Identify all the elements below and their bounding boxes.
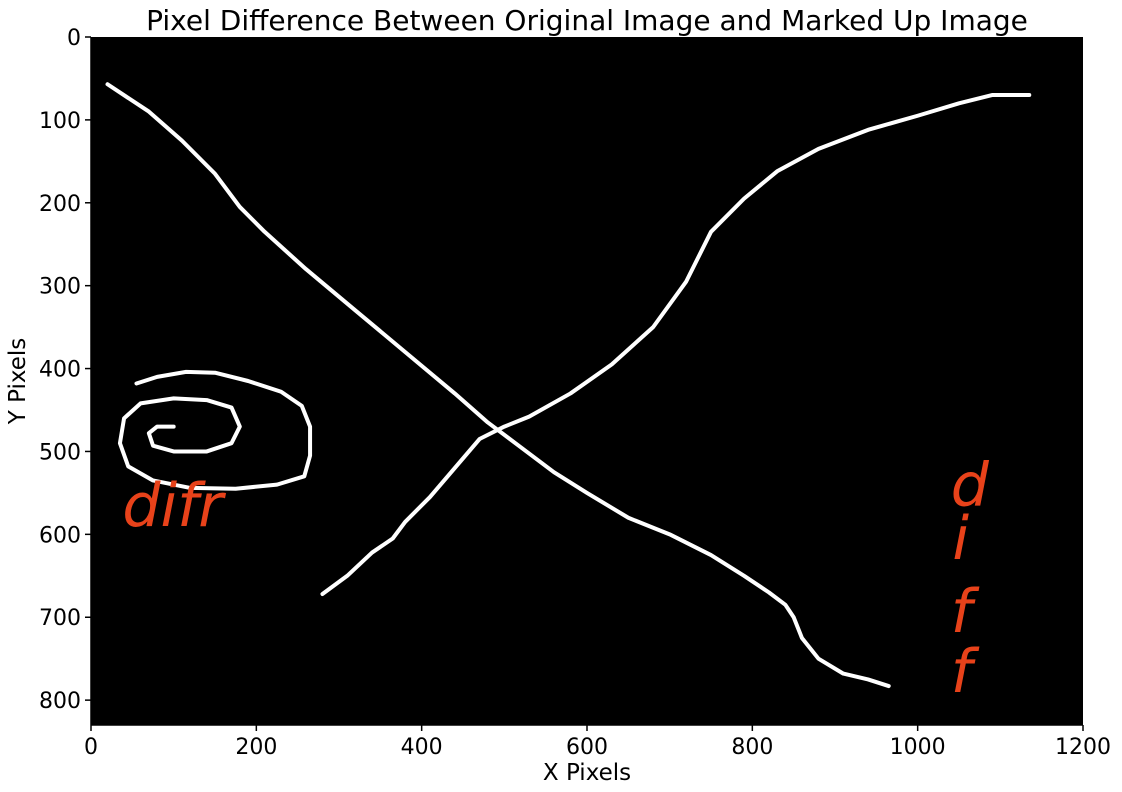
image-strokes [105, 82, 1032, 689]
y-tick-label: 500 [39, 440, 81, 465]
annotation-0: difr [122, 471, 226, 541]
descending-stroke [105, 82, 891, 689]
x-tick-label: 600 [566, 735, 608, 760]
x-tick-label: 200 [235, 735, 277, 760]
y-tick-label: 800 [39, 689, 81, 714]
x-tick-label: 800 [731, 735, 773, 760]
y-tick-label: 100 [39, 109, 81, 134]
ascending-stroke [320, 93, 1032, 597]
annotation-1: d [951, 450, 990, 520]
y-tick-label: 200 [39, 192, 81, 217]
x-tick-label: 1000 [890, 735, 946, 760]
chart-title: Pixel Difference Between Original Image … [146, 4, 1028, 37]
y-tick-label: 300 [39, 275, 81, 300]
y-axis: 0 100 200 300 400 500 600 700 800 [39, 26, 92, 725]
x-tick-label: 400 [401, 735, 443, 760]
x-axis: 0 200 400 600 800 1000 1200 [84, 724, 1111, 760]
y-tick-label: 400 [39, 358, 81, 383]
spiral-stroke [117, 369, 313, 491]
y-tick-label: 0 [67, 26, 81, 51]
y-tick-label: 600 [39, 523, 81, 548]
x-axis-title: X Pixels [543, 760, 631, 786]
x-tick-label: 1200 [1055, 735, 1111, 760]
annotation-2: i [952, 504, 969, 574]
x-tick-label: 0 [84, 735, 98, 760]
y-tick-label: 700 [39, 606, 81, 631]
y-axis-title: Y Pixels [5, 338, 31, 426]
